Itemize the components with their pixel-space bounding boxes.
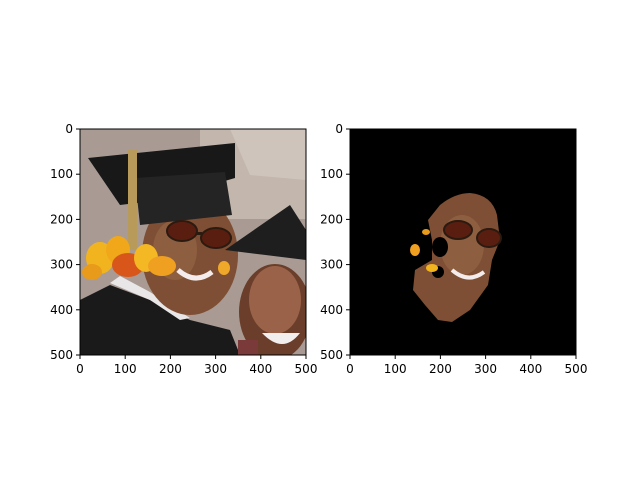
y-tick-label: 500 xyxy=(320,348,343,362)
leaf-overlay xyxy=(82,236,230,280)
y-tick-label: 300 xyxy=(320,258,343,272)
y-tick-label: 0 xyxy=(335,122,343,136)
x-tick-label: 500 xyxy=(565,362,588,376)
axes-frame-left xyxy=(79,128,307,356)
x-tick-label: 300 xyxy=(204,362,227,376)
x-tick-label: 100 xyxy=(114,362,137,376)
x-tick-label: 0 xyxy=(346,362,354,376)
y-tick-label: 300 xyxy=(50,258,73,272)
x-tick-label: 0 xyxy=(76,362,84,376)
photo-image xyxy=(80,129,306,355)
y-tick-label: 200 xyxy=(320,212,343,226)
y-tick-label: 400 xyxy=(320,303,343,317)
x-tick-label: 400 xyxy=(249,362,272,376)
x-tick-label: 200 xyxy=(159,362,182,376)
y-tick-label: 100 xyxy=(320,167,343,181)
y-tick-label: 100 xyxy=(50,167,73,181)
x-tick-label: 300 xyxy=(474,362,497,376)
y-tick-label: 500 xyxy=(50,348,73,362)
x-tick-label: 500 xyxy=(295,362,318,376)
mask-image xyxy=(350,129,576,355)
y-tick-label: 200 xyxy=(50,212,73,226)
y-tick-label: 0 xyxy=(65,122,73,136)
axes-frame-right xyxy=(349,128,577,356)
x-tick-label: 200 xyxy=(429,362,452,376)
y-tick-label: 400 xyxy=(50,303,73,317)
x-tick-label: 400 xyxy=(519,362,542,376)
x-tick-label: 100 xyxy=(384,362,407,376)
